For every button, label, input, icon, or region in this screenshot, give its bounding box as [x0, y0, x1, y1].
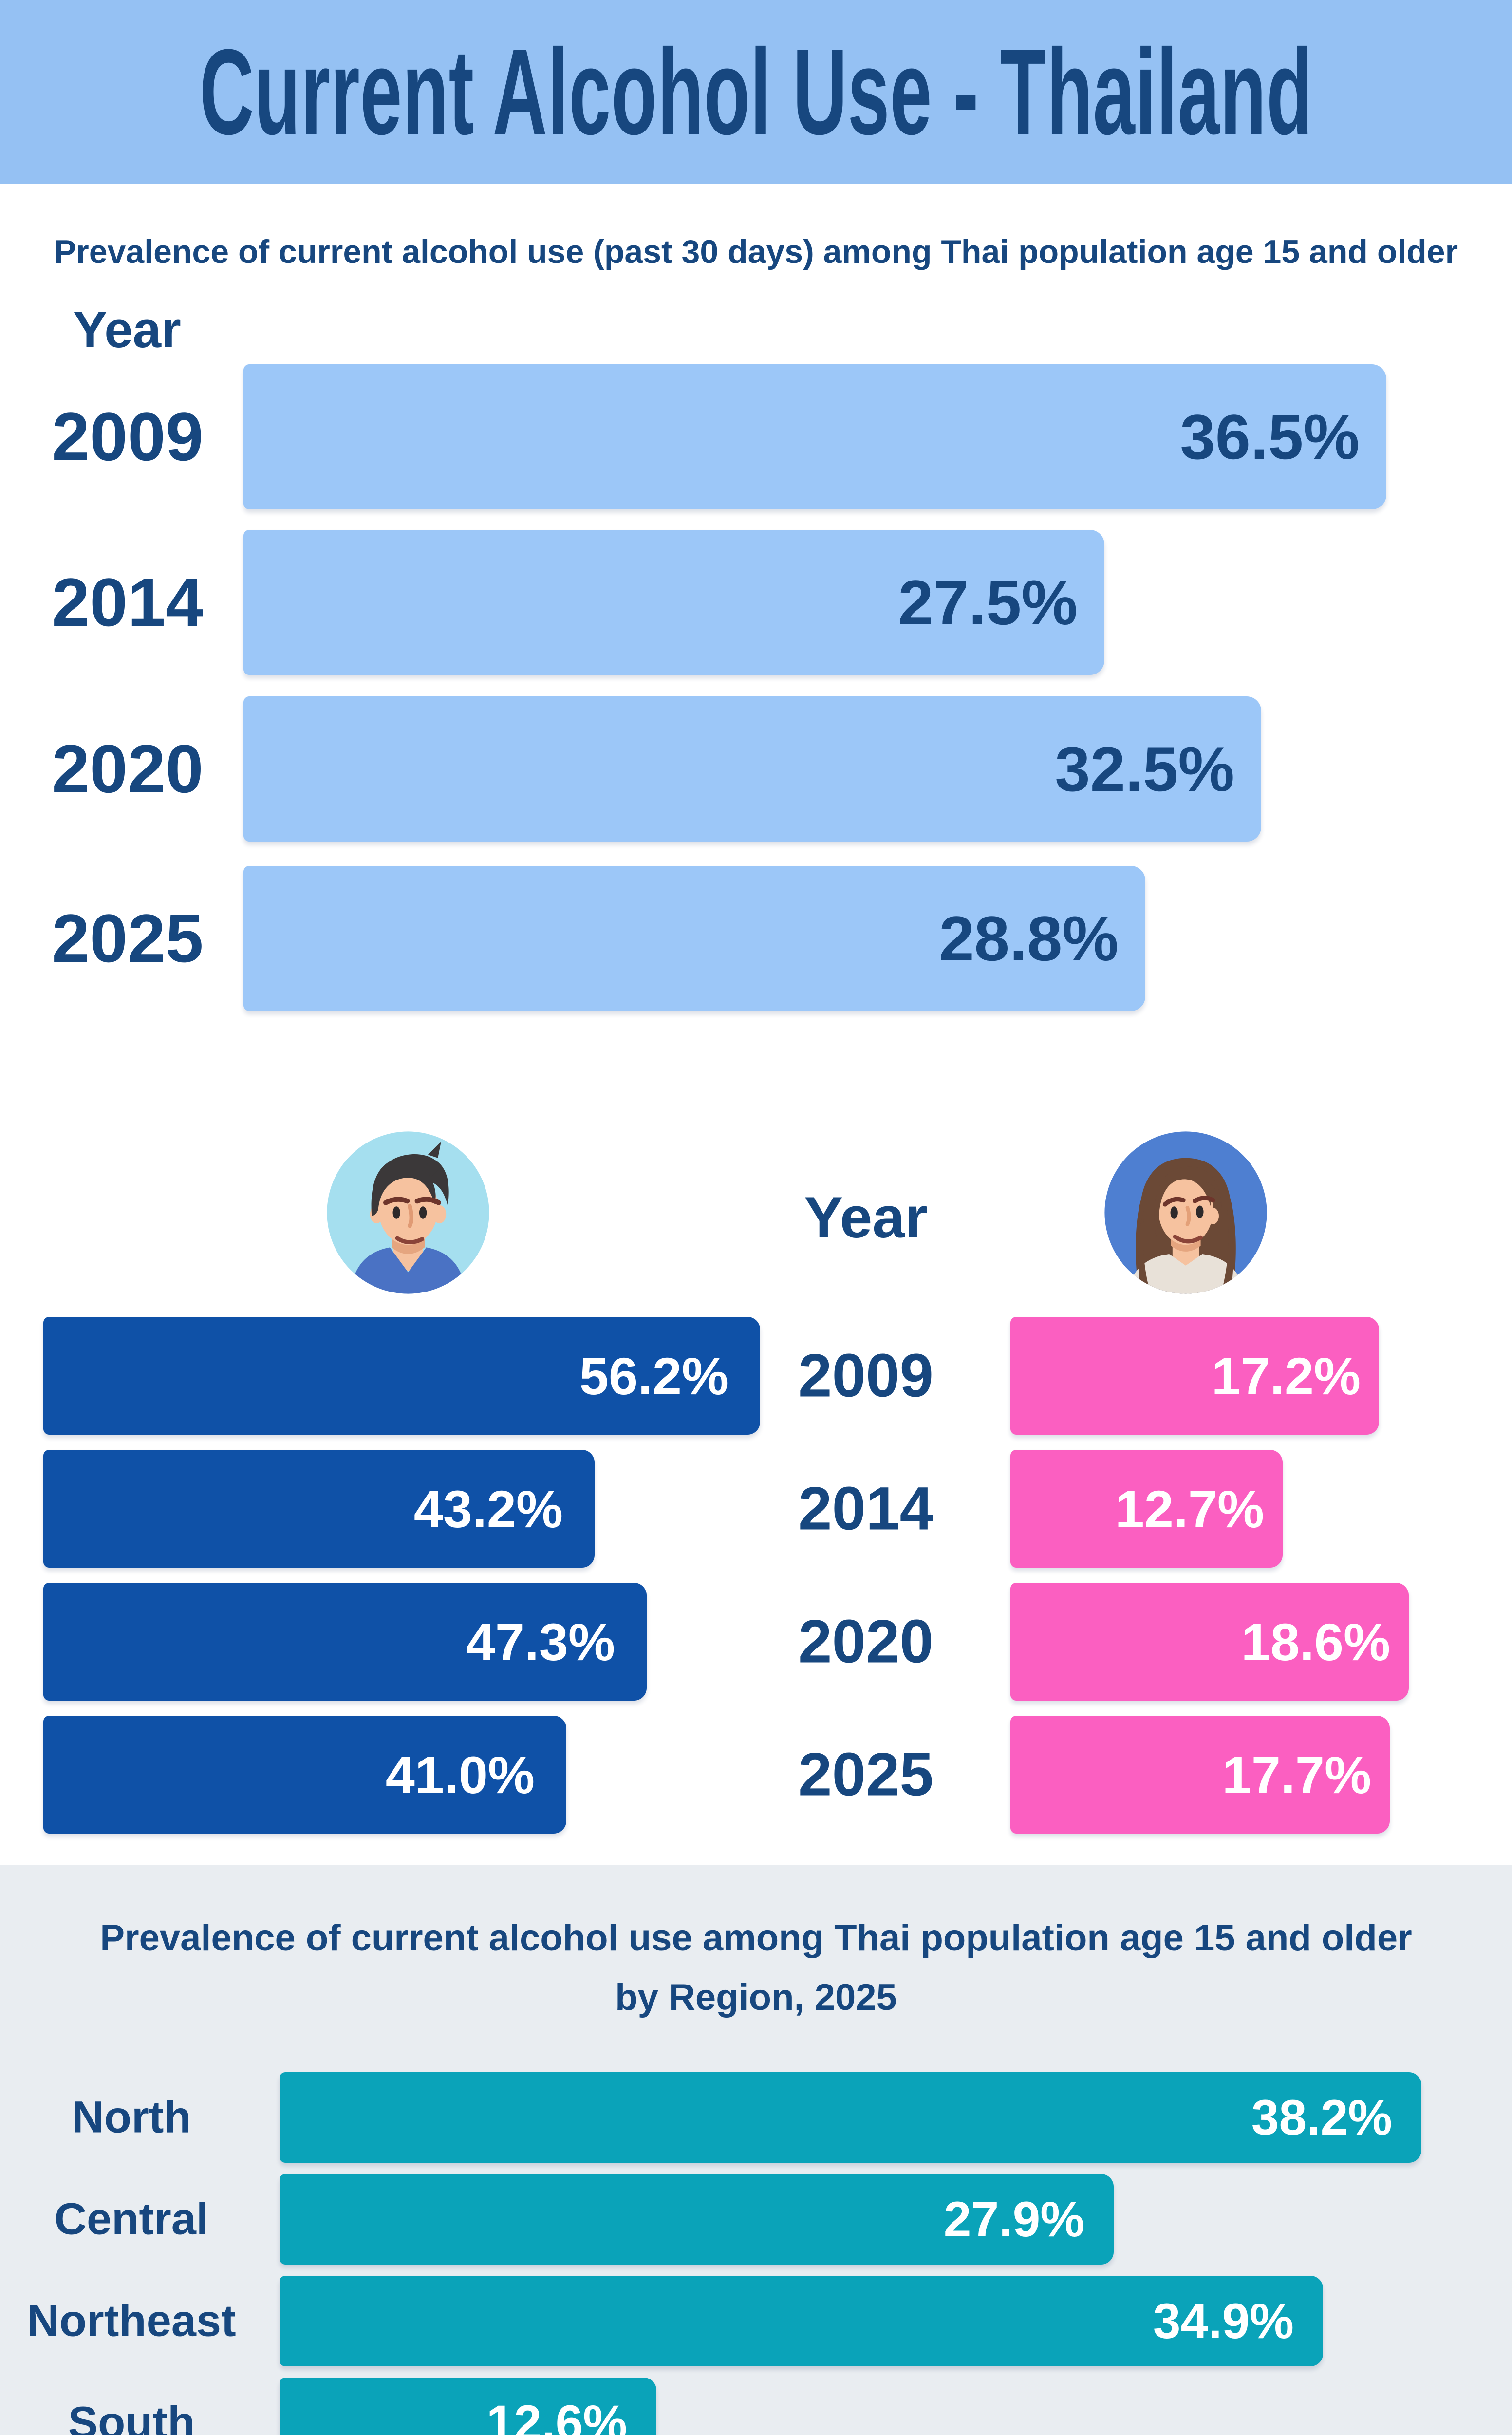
male-bar-value: 56.2% — [579, 1346, 728, 1405]
male-avatar-icon — [325, 1130, 491, 1295]
overall-year-label: 2014 — [52, 564, 204, 640]
male-bar: 47.3% — [43, 1583, 647, 1701]
gender-year-label: 2020 — [798, 1608, 934, 1676]
gender-year-label: 2014 — [798, 1475, 934, 1543]
overall-bar: 28.8% — [243, 866, 1145, 1011]
overall-bar-value: 27.5% — [898, 567, 1078, 638]
female-bar: 17.7% — [1010, 1716, 1390, 1834]
overall-bar: 32.5% — [243, 696, 1261, 842]
female-bar: 12.7% — [1010, 1450, 1283, 1568]
overall-year-label: 2025 — [52, 900, 204, 976]
overall-bar-value: 28.8% — [939, 903, 1119, 974]
male-bar: 41.0% — [43, 1716, 566, 1834]
region-title-line1: Prevalence of current alcohol use among … — [100, 1917, 1412, 1959]
overall-year-label: 2020 — [52, 730, 204, 807]
female-bar-value: 17.7% — [1222, 1745, 1371, 1804]
male-bar-value: 41.0% — [385, 1745, 535, 1804]
female-bar: 18.6% — [1010, 1583, 1409, 1701]
male-bar: 43.2% — [43, 1450, 595, 1568]
female-bar-value: 12.7% — [1115, 1479, 1264, 1538]
gender-year-label: 2009 — [798, 1342, 934, 1410]
overall-subtitle: Prevalence of current alcohol use (past … — [54, 233, 1458, 270]
female-bar-value: 18.6% — [1241, 1612, 1390, 1671]
gender-year-axis-label: Year — [804, 1185, 928, 1250]
female-bar-value: 17.2% — [1211, 1346, 1361, 1405]
male-bar-value: 47.3% — [466, 1612, 615, 1671]
gender-year-label: 2025 — [798, 1741, 934, 1809]
female-avatar-icon — [1103, 1130, 1269, 1295]
overall-year-label: 2009 — [52, 398, 204, 475]
region-title-line2: by Region, 2025 — [615, 1977, 897, 2018]
male-bar: 56.2% — [43, 1317, 760, 1435]
overall-year-axis-label: Year — [73, 301, 181, 358]
overall-bar: 36.5% — [243, 364, 1386, 509]
female-bar: 17.2% — [1010, 1317, 1379, 1435]
overall-bar: 27.5% — [243, 530, 1104, 675]
male-bar-value: 43.2% — [413, 1479, 563, 1538]
page-title: Current Alcohol Use - Thailand — [199, 24, 1313, 160]
overall-bar-value: 32.5% — [1055, 733, 1234, 805]
overall-bar-value: 36.5% — [1180, 401, 1360, 472]
header-band: Current Alcohol Use - Thailand — [0, 0, 1512, 184]
